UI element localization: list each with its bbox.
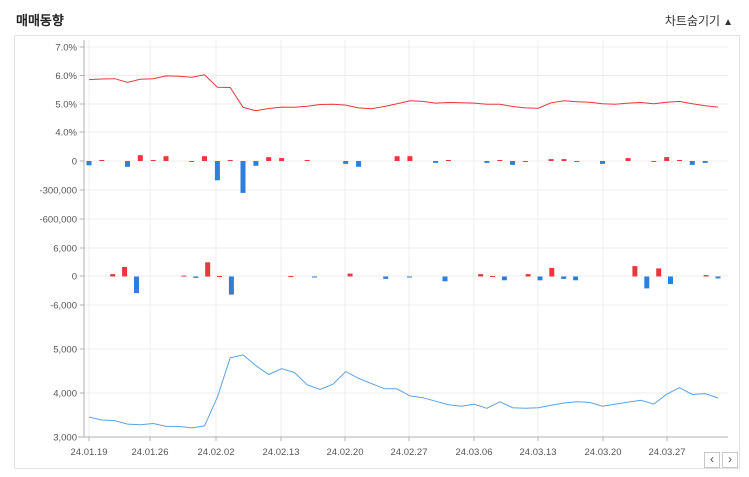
buy-bar [625, 158, 631, 161]
hide-chart-toggle[interactable]: 차트숨기기 ▲ [665, 12, 733, 29]
x-tick-label: 24.01.26 [132, 447, 169, 458]
buy-bar [632, 266, 638, 277]
buy-bar [163, 156, 169, 161]
buy-bar [205, 262, 211, 277]
sell-bar [193, 276, 199, 278]
sell-bar [442, 276, 448, 282]
buy-bar [497, 160, 503, 161]
sell-bar [702, 161, 708, 163]
buy-bar [677, 160, 682, 161]
buy-bar [656, 268, 662, 277]
y-tick-label: 0 [72, 157, 77, 168]
sell-bar [312, 276, 317, 278]
x-tick-label: 24.03.06 [456, 447, 493, 458]
buy-bar [150, 160, 156, 161]
next-page-button[interactable]: › [722, 452, 738, 468]
sell-bar [125, 161, 130, 167]
y-tick-label: -6,000 [50, 301, 77, 312]
x-tick-label: 24.02.13 [263, 447, 300, 458]
buy-bar [304, 160, 310, 161]
buy-bar [703, 275, 709, 277]
sell-bar [484, 161, 490, 163]
sell-bar [522, 161, 528, 162]
buy-bar [279, 158, 285, 161]
sell-bar [573, 276, 579, 281]
ratio-line [88, 74, 719, 112]
x-tick-label: 24.02.02 [198, 447, 235, 458]
sell-bar [228, 276, 234, 295]
sell-bar [383, 276, 389, 279]
y-tick-label: 7.0% [55, 43, 77, 54]
buy-bar [445, 160, 451, 161]
y-tick-label: -600,000 [39, 215, 77, 226]
x-tick-label: 24.01.19 [71, 447, 108, 458]
y-tick-label: 5.0% [55, 100, 77, 111]
sell-bar [561, 276, 567, 279]
sell-bar [189, 161, 195, 162]
prev-page-button[interactable]: ‹ [704, 452, 720, 468]
sell-bar [644, 276, 650, 289]
buy-bar [181, 275, 187, 277]
buy-bar [407, 156, 413, 161]
buy-bar [347, 273, 353, 277]
triangle-up-icon: ▲ [723, 17, 733, 28]
buy-bar [122, 267, 128, 277]
buy-bar [561, 159, 567, 161]
sell-bar [651, 161, 657, 162]
sell-bar [501, 276, 507, 281]
page-title: 매매동향 [16, 13, 64, 28]
x-tick-label: 24.03.20 [585, 447, 622, 458]
chart-container [14, 35, 740, 469]
sell-bar [356, 161, 362, 167]
x-tick-label: 24.02.20 [327, 447, 364, 458]
buy-bar [525, 274, 531, 277]
buy-bar [110, 274, 116, 277]
y-tick-label: -300,000 [39, 186, 77, 197]
y-tick-label: 4.0% [55, 128, 77, 139]
sell-bar [510, 161, 516, 165]
buy-bar [217, 276, 222, 277]
buy-bar [548, 159, 554, 161]
y-tick-label: 0 [72, 272, 77, 283]
sell-bar [214, 161, 220, 181]
sell-bar [600, 161, 605, 164]
buy-bar [549, 267, 555, 277]
sell-bar [689, 161, 695, 165]
sell-bar [537, 276, 543, 281]
y-tick-label: 3,000 [53, 433, 77, 444]
y-tick-label: 6.0% [55, 71, 77, 82]
x-tick-label: 24.03.27 [649, 447, 686, 458]
y-tick-label: 5,000 [53, 345, 77, 356]
buy-bar [478, 274, 484, 277]
buy-bar [137, 155, 143, 161]
sell-bar [86, 161, 92, 166]
sell-bar [574, 161, 580, 162]
sell-bar [406, 276, 412, 278]
y-tick-label: 6,000 [53, 244, 77, 255]
buy-bar [99, 160, 105, 161]
buy-bar [490, 276, 495, 277]
hide-chart-label: 차트숨기기 [664, 14, 721, 28]
price-line [88, 354, 719, 429]
sell-bar [668, 276, 673, 285]
x-tick-label: 24.02.27 [391, 447, 428, 458]
sell-bar [433, 161, 439, 163]
sell-bar [134, 276, 139, 294]
sell-bar [240, 161, 246, 193]
buy-bar [288, 276, 294, 277]
buy-bar [202, 156, 207, 161]
buy-bar [227, 160, 233, 161]
buy-bar [664, 157, 670, 161]
x-tick-label: 24.03.13 [520, 447, 557, 458]
sell-bar [343, 161, 349, 164]
buy-bar [394, 156, 400, 161]
y-tick-label: 4,000 [53, 389, 77, 400]
sell-bar [253, 161, 259, 166]
sell-bar [715, 276, 721, 279]
buy-bar [266, 157, 272, 161]
